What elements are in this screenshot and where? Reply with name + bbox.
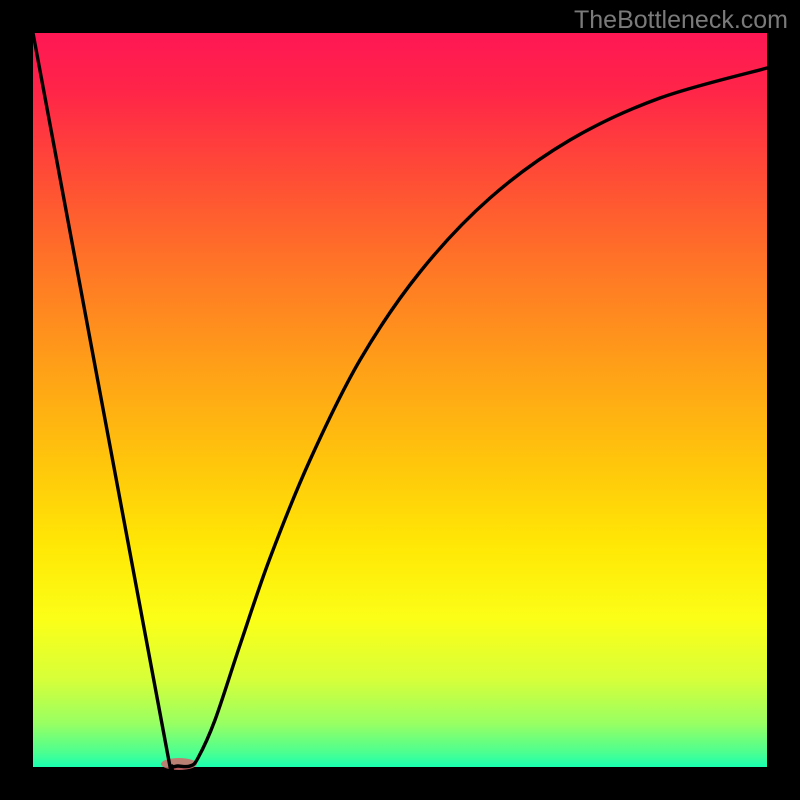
bottleneck-curve <box>33 33 767 800</box>
curve-layer <box>0 0 800 800</box>
chart-container: TheBottleneck.com <box>0 0 800 800</box>
watermark-text: TheBottleneck.com <box>574 6 788 35</box>
